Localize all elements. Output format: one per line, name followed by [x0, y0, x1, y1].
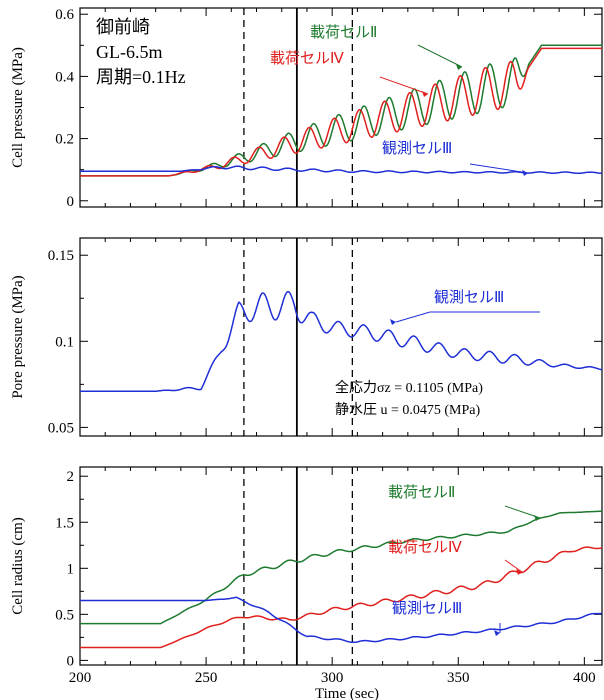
x-tick-label: 200: [69, 670, 92, 686]
y-tick-label: 0.1: [55, 334, 74, 350]
label-leader: [417, 44, 463, 68]
label-leader: [504, 559, 523, 573]
series-label: 載荷セルⅣ: [388, 539, 462, 556]
x-axis-label: Time (sec): [315, 686, 379, 700]
series-label: 観測セルⅢ: [382, 140, 452, 157]
label-leader: [469, 163, 529, 174]
label-leader: [504, 505, 541, 519]
y-tick-label: 0.05: [48, 420, 74, 436]
label-leader: [379, 76, 429, 95]
series-label: 観測セルⅢ: [392, 600, 462, 617]
series-line-1: [80, 546, 603, 649]
label-arrowhead: [422, 91, 428, 97]
y-tick-label: 0.5: [55, 607, 74, 623]
series-line-1: [80, 47, 602, 177]
y-tick-label: 0.6: [55, 7, 74, 23]
info-line: GL-6.5m: [96, 42, 163, 62]
note-line: 静水圧 u = 0.0475 (MPa): [335, 402, 481, 418]
x-tick-label: 250: [195, 670, 218, 686]
label-arrowhead: [522, 170, 528, 176]
y-tick-label: 1.5: [55, 515, 74, 531]
y-tick-label: 0.2: [55, 132, 74, 148]
label-arrowhead: [516, 569, 522, 575]
x-tick-label: 300: [321, 670, 344, 686]
plot-frame: [79, 466, 603, 666]
y-tick-label: 0.15: [48, 248, 74, 264]
series-label: 載荷セルⅣ: [270, 50, 344, 67]
y-tick-label: 0: [67, 653, 75, 669]
panel-cell-pressure: 0 0.2 0.4 0.6 Cell pressure (MPa) 載荷セルⅡ 載荷セルⅣ 観…: [10, 7, 603, 210]
label-arrowhead: [456, 64, 462, 70]
series-line-2: [80, 165, 603, 175]
y-tick-label: 2: [67, 469, 75, 485]
series-label: 載荷セルⅡ: [388, 484, 455, 501]
series-label: 載荷セルⅡ: [310, 24, 377, 41]
plot-frame: [79, 237, 603, 437]
series-label: 観測セルⅢ: [434, 289, 504, 306]
info-line: 周期=0.1Hz: [96, 67, 186, 87]
info-line: 御前崎: [96, 17, 150, 37]
x-tick-label: 400: [573, 670, 596, 686]
label-arrowhead: [494, 630, 500, 636]
label-arrowhead: [390, 319, 396, 325]
y-axis-label: Cell radius (cm): [10, 517, 26, 614]
series-line-2: [80, 596, 603, 644]
panel-cell-radius: 0 0.5 1 1.5 2 200 250 300 350 400 Time (sec) Cell r…: [10, 466, 603, 700]
note-line: 全応力σz = 0.1105 (MPa): [335, 379, 483, 396]
y-axis-label: Cell pressure (MPa): [10, 47, 26, 168]
series-line-0: [80, 290, 603, 392]
series-line-0: [80, 510, 602, 625]
panel-pore-pressure: 0.05 0.1 0.15 Pore pressure (MPa) 観測セルⅢ 全応力σz…: [10, 237, 603, 437]
y-tick-label: 0.4: [55, 69, 74, 85]
label-arrowhead: [534, 515, 540, 521]
x-tick-label: 350: [447, 670, 470, 686]
y-tick-label: 1: [67, 561, 75, 577]
label-leader: [395, 311, 431, 323]
y-axis-label: Pore pressure (MPa): [10, 275, 26, 398]
y-tick-label: 0: [67, 194, 75, 210]
